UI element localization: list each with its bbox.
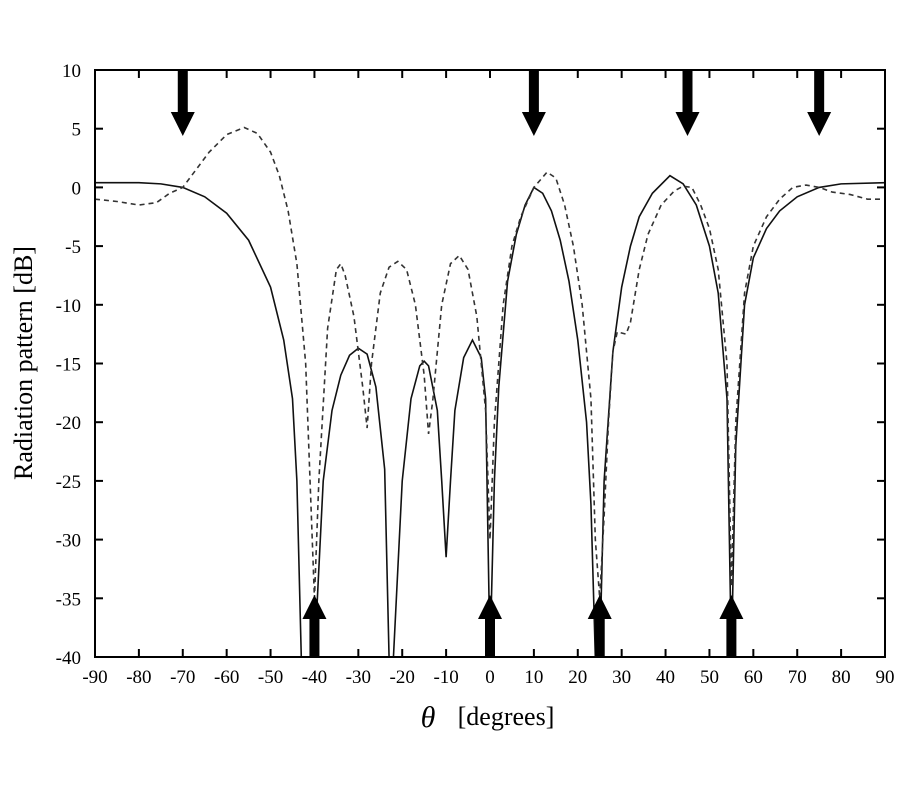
x-tick-label: -70 xyxy=(170,667,195,688)
y-tick-label: 0 xyxy=(72,178,82,199)
plot-frame xyxy=(94,69,886,658)
series-line xyxy=(95,126,885,599)
up-arrow xyxy=(478,595,502,657)
x-tick-label: 20 xyxy=(568,667,587,688)
x-tick-label: -50 xyxy=(258,667,283,688)
x-tick-label: 90 xyxy=(876,667,895,688)
down-arrow xyxy=(675,70,700,136)
x-tick-label: -30 xyxy=(346,667,371,688)
y-tick-label: -35 xyxy=(56,589,81,610)
x-tick-label: -40 xyxy=(302,667,327,688)
y-axis-label: Radiation pattern [dB] xyxy=(9,246,38,480)
x-tick-label: -10 xyxy=(433,667,458,688)
down-arrow xyxy=(521,70,546,136)
x-tick-label: 10 xyxy=(524,667,543,688)
up-arrow xyxy=(719,595,744,657)
x-tick-label: 0 xyxy=(485,667,495,688)
y-tick-label: -5 xyxy=(65,237,81,258)
y-tick-label: -25 xyxy=(56,472,81,493)
x-axis-symbol: θ xyxy=(421,701,436,734)
down-arrow xyxy=(807,70,832,136)
x-tick-label: -60 xyxy=(214,667,239,688)
down-arrow xyxy=(170,70,195,136)
y-tick-label: 10 xyxy=(62,61,81,82)
y-tick-label: -10 xyxy=(56,296,81,317)
x-tick-label: 40 xyxy=(656,667,675,688)
up-arrow xyxy=(587,595,612,657)
x-tick-label: -90 xyxy=(82,667,107,688)
x-axis-label: [degrees] xyxy=(458,702,555,731)
plot-area xyxy=(95,126,885,657)
x-tick-label: 50 xyxy=(700,667,719,688)
x-tick-label: 80 xyxy=(832,667,851,688)
y-tick-label: -40 xyxy=(56,648,81,669)
y-tick-label: -15 xyxy=(56,355,81,376)
y-tick-label: -30 xyxy=(56,531,81,552)
series-line xyxy=(95,174,885,657)
x-tick-label: -80 xyxy=(126,667,151,688)
x-tick-label: 70 xyxy=(788,667,807,688)
y-tick-label: -20 xyxy=(56,413,81,434)
up-arrow xyxy=(302,595,327,657)
x-tick-label: 30 xyxy=(612,667,631,688)
y-tick-label: 5 xyxy=(72,120,82,141)
x-tick-label: -20 xyxy=(390,667,415,688)
x-tick-label: 60 xyxy=(744,667,763,688)
